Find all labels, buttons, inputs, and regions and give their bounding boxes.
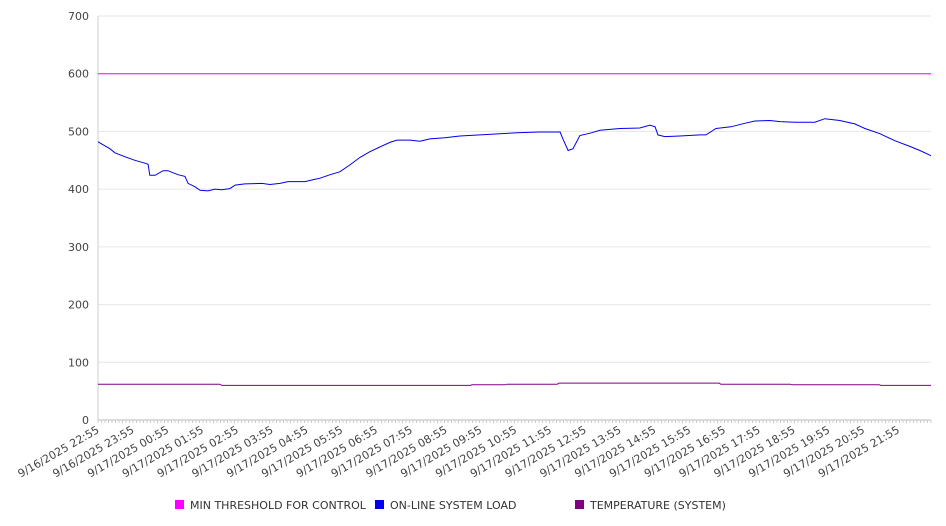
y-tick-label: 600 bbox=[68, 68, 89, 81]
legend-label: TEMPERATURE (SYSTEM) bbox=[589, 499, 726, 512]
y-tick-label: 200 bbox=[68, 299, 89, 312]
y-tick-label: 100 bbox=[68, 356, 89, 369]
y-tick-label: 300 bbox=[68, 241, 89, 254]
y-tick-label: 400 bbox=[68, 183, 89, 196]
legend-swatch bbox=[175, 500, 184, 509]
legend-label: MIN THRESHOLD FOR CONTROL bbox=[190, 499, 367, 512]
y-tick-label: 0 bbox=[82, 414, 89, 427]
y-tick-label: 500 bbox=[68, 125, 89, 138]
y-tick-label: 700 bbox=[68, 10, 89, 23]
series-line-2 bbox=[98, 382, 931, 386]
legend-label: ON-LINE SYSTEM LOAD bbox=[390, 499, 516, 512]
legend-swatch bbox=[375, 500, 384, 509]
legend-swatch bbox=[575, 500, 584, 509]
series-line-1 bbox=[97, 118, 932, 192]
